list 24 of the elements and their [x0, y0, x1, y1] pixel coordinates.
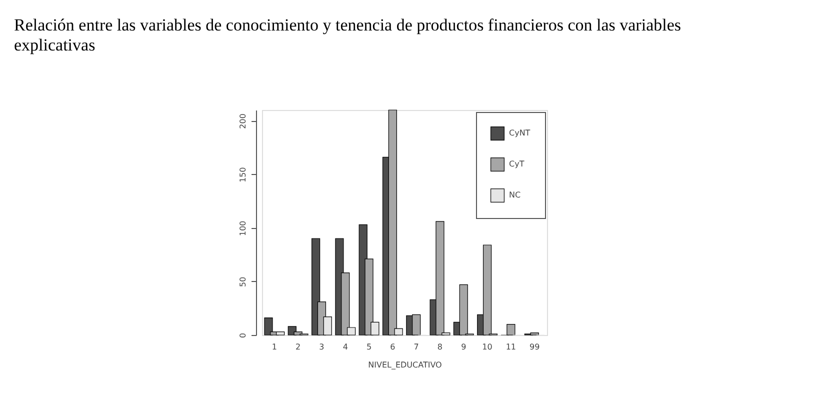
legend-label: NC: [509, 190, 521, 200]
x-tick-label: 2: [296, 342, 301, 352]
x-tick-label: 4: [342, 342, 348, 352]
x-tick-label: 8: [437, 342, 443, 352]
x-tick-label: 1: [272, 342, 277, 352]
x-axis-title: NIVEL_EDUCATIVO: [368, 360, 442, 370]
chart-title: Relación entre las variables de conocimiento y tenencia de productos financieros con las variables explicativas: [14, 16, 681, 55]
x-tick-label: 3: [319, 342, 324, 352]
bar: [506, 324, 516, 336]
legend-label: CyNT: [509, 128, 530, 138]
x-tick-label: 5: [366, 342, 372, 352]
y-tick-label: 200: [238, 114, 248, 129]
x-tick-label: 7: [414, 342, 419, 352]
y-tick-label: 150: [238, 167, 248, 182]
x-tick-label: 11: [506, 342, 516, 352]
y-tick-label: 100: [238, 220, 248, 236]
legend-label: CyT: [509, 160, 524, 168]
y-tick-label: 0: [238, 332, 248, 338]
y-tick-label: 50: [238, 276, 248, 288]
x-tick-label: 10: [482, 342, 492, 352]
bar: [264, 318, 273, 336]
x-tick-label: 99: [529, 342, 540, 352]
x-tick-label: 9: [461, 342, 466, 352]
x-tick-label: 6: [390, 342, 396, 352]
